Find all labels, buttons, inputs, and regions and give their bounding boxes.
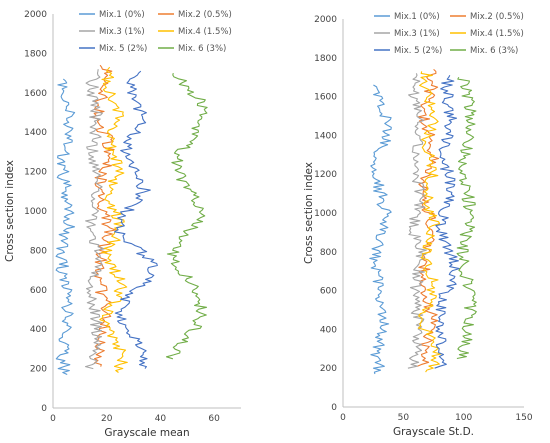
y-tick-label: 1400 — [314, 131, 337, 141]
legend-label: Mix.1 (0%) — [99, 10, 145, 20]
series-line-5 — [434, 75, 460, 369]
y-tick-label: 0 — [41, 404, 47, 414]
series-line-4 — [99, 66, 128, 373]
legend-label: Mix.2 (0.5%) — [178, 10, 232, 20]
legend-label: Mix.2 (0.5%) — [470, 12, 524, 22]
y-tick-label: 200 — [320, 364, 337, 374]
series-line-6 — [456, 76, 477, 360]
legend-label: Mix. 6 (3%) — [178, 44, 226, 54]
y-tick-label: 1800 — [24, 49, 47, 59]
y-tick-label: 1200 — [314, 170, 337, 180]
series-line-2 — [417, 68, 440, 367]
legend-label: Mix.1 (0%) — [394, 12, 440, 22]
series-line-4 — [417, 71, 442, 373]
y-axis-label: Cross section index — [4, 160, 16, 262]
series-line-1 — [55, 78, 76, 376]
y-tick-label: 400 — [30, 325, 47, 335]
x-tick-label: 100 — [455, 413, 472, 423]
chart-grayscale-mean-svg: 0 200 400 600 800 1000 1200 1400 1600 1800 2000 0 20… — [4, 10, 241, 439]
legend-label: Mix.4 (1.5%) — [178, 27, 232, 37]
y-tick-label: 1000 — [24, 207, 47, 217]
y-tick-label: 1600 — [24, 89, 47, 99]
series-line-3 — [407, 73, 427, 369]
x-tick-label: 20 — [101, 414, 113, 424]
y-tick-label: 2000 — [314, 15, 337, 25]
x-tick-label: 40 — [155, 414, 167, 424]
y-tick-label: 600 — [30, 286, 47, 296]
x-tick-label: 0 — [50, 414, 56, 424]
series-line-3 — [84, 69, 105, 370]
series-line-6 — [165, 72, 208, 360]
legend-label: Mix. 6 (3%) — [470, 46, 518, 56]
legend-label: Mix. 5 (2%) — [99, 44, 147, 54]
series-line-5 — [114, 70, 158, 369]
legend-label: Mix. 5 (2%) — [394, 46, 442, 56]
y-tick-label: 1600 — [314, 93, 337, 103]
x-tick-label: 50 — [398, 413, 410, 423]
x-tick-label: 150 — [515, 413, 532, 423]
y-tick-label: 800 — [320, 248, 337, 258]
legend-label: Mix.3 (1%) — [394, 29, 440, 39]
y-tick-label: 1000 — [314, 209, 337, 219]
series-line-1 — [369, 84, 392, 375]
chart-grayscale-mean: 0 200 400 600 800 1000 1200 1400 1600 1800 2000 0 20… — [4, 10, 241, 439]
x-axis-label: Grayscale mean — [104, 427, 189, 439]
y-tick-label: 0 — [331, 403, 337, 413]
y-tick-label: 800 — [30, 246, 47, 256]
y-tick-label: 600 — [320, 287, 337, 297]
y-tick-label: 1200 — [24, 168, 47, 178]
chart-grayscale-std-svg: 0 200 400 600 800 1000 1200 1400 1600 1800 2000 0 50… — [303, 12, 533, 438]
x-axis-label: Grayscale St.D. — [393, 426, 474, 438]
y-tick-label: 1400 — [24, 128, 47, 138]
y-tick-label: 2000 — [24, 10, 47, 20]
y-tick-label: 200 — [30, 365, 47, 375]
x-tick-label: 0 — [340, 413, 346, 423]
legend-label: Mix.3 (1%) — [99, 27, 145, 37]
y-tick-label: 400 — [320, 325, 337, 335]
legend-label: Mix.4 (1.5%) — [470, 29, 524, 39]
chart-grayscale-std: 0 200 400 600 800 1000 1200 1400 1600 1800 2000 0 50… — [275, 0, 550, 443]
x-tick-label: 60 — [208, 414, 220, 424]
y-tick-label: 1800 — [314, 54, 337, 64]
y-axis-label: Cross section index — [303, 162, 315, 264]
